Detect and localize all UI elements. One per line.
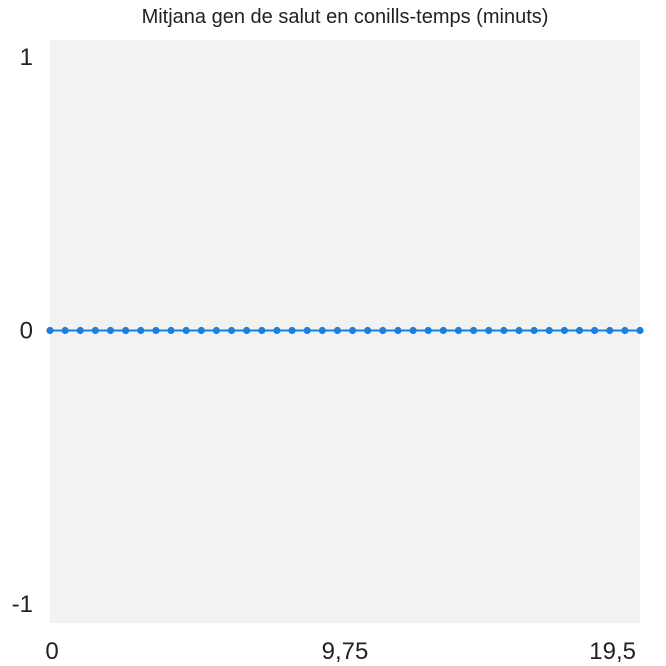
data-point [469,326,478,335]
data-point [182,326,190,335]
data-point [46,326,54,335]
data-point [76,326,84,335]
data-point [333,326,342,335]
data-point [243,326,251,335]
data-point [545,326,553,335]
data-point [409,326,417,335]
series-group [46,326,644,335]
chart-title: Mitjana gen de salut en conills-temps (m… [142,6,549,28]
data-point [485,326,493,335]
data-point [591,326,599,335]
data-point [439,326,447,335]
data-point [379,326,387,335]
data-point [348,326,357,335]
data-point [137,326,145,335]
data-point [152,326,160,335]
data-point [560,326,568,335]
x-axis-ticks: 0 9,75 19,5 [45,638,636,665]
data-point [197,326,205,335]
data-point [454,326,463,335]
data-point [500,326,508,335]
data-point [515,326,523,335]
data-point [303,326,311,335]
data-point [61,326,69,335]
y-axis-ticks: 1 0 -1 [12,44,33,618]
data-point [575,326,584,335]
data-point [318,326,326,335]
y-tick-label: 1 [20,44,33,71]
data-point [122,326,130,335]
data-point [530,326,538,335]
data-point [364,326,372,335]
x-tick-label: 19,5 [589,638,636,665]
data-point [424,326,432,335]
data-point [106,326,115,335]
data-point [212,326,221,335]
data-point [636,326,644,335]
data-point [167,326,175,335]
data-point [394,326,402,335]
data-point [288,326,296,335]
x-tick-label: 0 [45,638,58,665]
data-point [273,326,281,335]
x-tick-label: 9,75 [322,638,369,665]
data-point [258,326,266,335]
y-tick-label: 0 [20,318,33,345]
data-point [621,326,629,335]
data-point [227,326,236,335]
data-point [91,326,99,335]
y-tick-label: -1 [12,591,33,618]
data-point [606,326,614,335]
